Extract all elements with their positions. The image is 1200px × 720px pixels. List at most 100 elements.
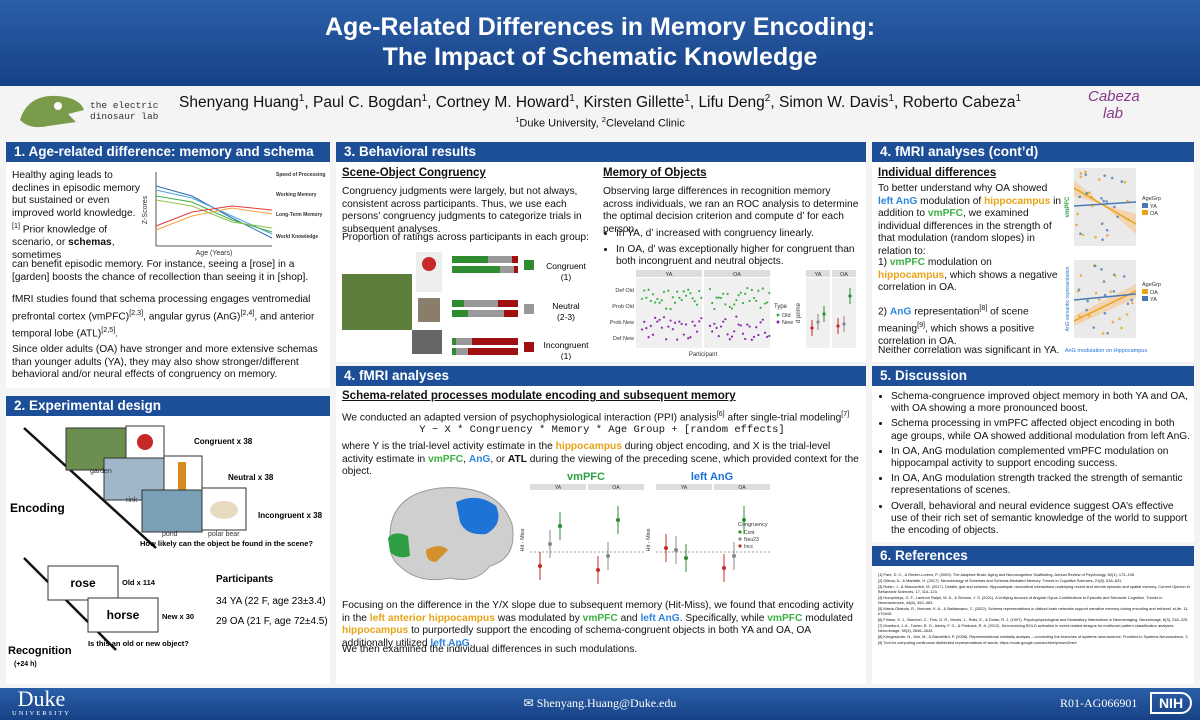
participant-dot xyxy=(715,296,718,299)
participant-dot xyxy=(640,328,644,331)
participant-dot xyxy=(737,323,740,326)
scatter-dot xyxy=(1125,313,1129,316)
author-name: Kirsten Gillette xyxy=(583,94,685,112)
scene-photo xyxy=(141,489,203,533)
participant-dot xyxy=(728,338,731,341)
participant-dot xyxy=(662,316,666,319)
bar-segment xyxy=(452,256,488,263)
text-run: Prior knowledge of scenario, or xyxy=(12,224,108,249)
bar-segment xyxy=(452,266,500,273)
reference: [2] Gilboa, A., & Marlatte, H. (2017). N… xyxy=(878,578,1123,583)
participant-dot xyxy=(750,338,753,341)
scatter-dot xyxy=(1109,290,1113,293)
text-run: to purportedly support the encoding of s… xyxy=(342,625,811,649)
plot-area xyxy=(704,278,770,348)
participant-dot xyxy=(684,323,688,326)
participant-dot xyxy=(739,291,742,294)
scatter-dot xyxy=(1122,275,1126,278)
text-run: during the viewing of the preceding scen… xyxy=(342,453,859,478)
participant-dot xyxy=(691,320,694,323)
old-word: rose xyxy=(70,576,96,590)
legend-dot xyxy=(738,544,742,548)
text-run: , and anterior temporal lobe (ATL) xyxy=(12,310,315,339)
scatter-dot xyxy=(1084,170,1087,174)
fit-line xyxy=(1073,187,1137,225)
participant-dot xyxy=(667,325,670,328)
participant-dot xyxy=(687,337,690,340)
point xyxy=(842,322,846,326)
point xyxy=(810,326,814,330)
bullet: Overall, behavioral and neural evidence … xyxy=(891,501,1190,538)
participant-dot xyxy=(755,299,758,303)
legend-dot xyxy=(738,530,742,534)
object-photo xyxy=(418,298,440,322)
participant-dot xyxy=(669,319,672,322)
section-title: 4. fMRI analyses (cont’d) xyxy=(872,142,1194,162)
x-label: AnG modulation on Hippocampus xyxy=(1065,348,1147,354)
duke-logo: Duke UNIVERSITY xyxy=(12,688,71,718)
scatter-dot xyxy=(1103,174,1106,177)
scatter-dot xyxy=(1090,195,1093,199)
reference: [6] Friston, K. J., Buechel, C., Fink, G… xyxy=(878,617,1189,622)
scatter-dot xyxy=(1102,280,1106,283)
author-name: Cortney M. Howard xyxy=(435,94,570,112)
text-run: , angular gyrus (AnG) xyxy=(143,310,241,322)
curve xyxy=(155,205,273,227)
participant-dot xyxy=(713,307,716,311)
participant-dot xyxy=(651,293,655,296)
y-tick-label: Def Old xyxy=(615,288,634,294)
scatter-dot xyxy=(1106,234,1109,237)
participant-dot xyxy=(689,336,692,339)
timeline-arrow xyxy=(23,427,157,549)
participant-dot xyxy=(662,290,666,293)
scatter-dot xyxy=(1086,299,1089,303)
legend-group: Long-Term Memory xyxy=(276,212,323,218)
legend-label: (1) xyxy=(561,351,572,360)
cabeza-logo: Cabeza lab xyxy=(1088,88,1140,132)
participant-dot xyxy=(682,333,685,336)
text-run: modulation of xyxy=(917,195,985,207)
facet-label: YA xyxy=(555,485,562,491)
point xyxy=(558,524,562,528)
scatter-dot xyxy=(1103,311,1107,315)
participant-dot xyxy=(717,296,720,299)
scatter-dot xyxy=(1113,205,1116,209)
text-run: Focusing on the difference in the Y/X sl… xyxy=(342,600,854,624)
participant-dot xyxy=(733,330,736,333)
scatter-dot xyxy=(1088,191,1091,195)
bullet: In OA, d’ was exceptionally higher for c… xyxy=(616,244,861,269)
scatter-dot xyxy=(1113,274,1117,278)
facet-strip xyxy=(704,270,770,277)
legend-label: Incongruent xyxy=(544,340,590,350)
author-affiliation: 1 xyxy=(569,93,575,104)
paragraph: Proportion of ratings across participant… xyxy=(342,232,589,243)
legend-swatch xyxy=(1142,289,1148,294)
formula: Y ~ X * Congruency * Memory * Age Group … xyxy=(419,424,785,436)
participant-dot xyxy=(755,326,758,329)
citation: [8] xyxy=(979,304,988,312)
memory-figure: YA OA Def Old Prob Old Prob New Def New … xyxy=(610,270,856,358)
legend-dot xyxy=(776,313,780,317)
participant-dot xyxy=(708,324,712,327)
participant-dot xyxy=(680,322,683,326)
participant-dot xyxy=(676,290,679,293)
participant-dot xyxy=(693,300,696,303)
legend-label: Neutral xyxy=(552,301,580,311)
bar-segment xyxy=(452,300,464,307)
participant-dot xyxy=(645,327,648,330)
scatter-dot xyxy=(1085,308,1088,312)
participant-dot xyxy=(713,322,716,325)
text-run: , sometimes xyxy=(12,237,115,261)
y-label: d prime xyxy=(796,302,802,323)
participant-dot xyxy=(722,320,725,323)
y-tick-label: Def New xyxy=(613,336,634,342)
scene-label: pond xyxy=(162,531,178,538)
bar-segment xyxy=(452,338,456,345)
scatter-dot xyxy=(1078,314,1081,318)
section-title: 3. Behavioral results xyxy=(336,142,866,162)
grant: R01-AG066901 xyxy=(1060,696,1138,710)
y-label: Hit - Miss xyxy=(646,528,652,551)
point xyxy=(742,518,746,522)
point xyxy=(606,554,610,558)
scatter-dot xyxy=(1100,222,1104,226)
